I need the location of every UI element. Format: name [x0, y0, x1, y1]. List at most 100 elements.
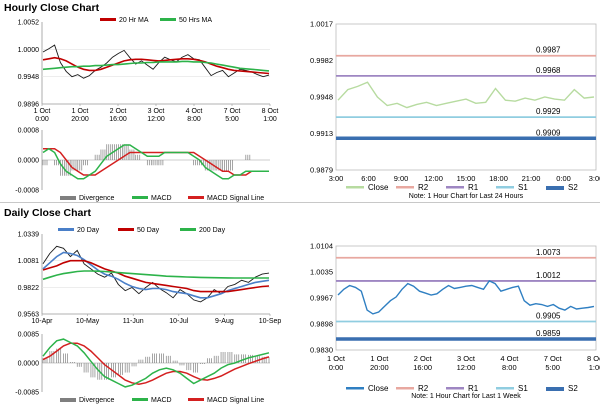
legend-divergence-label: Divergence: [79, 397, 115, 404]
legend-r1-swatch: [446, 387, 464, 390]
legend-close-swatch: [346, 186, 364, 189]
plot-area: [335, 23, 597, 171]
x-tick-label: 18:00: [489, 174, 508, 183]
x-tick-label: 3 Oct: [148, 108, 165, 115]
x-tick-label: 12:00: [424, 174, 443, 183]
legend-s2-label: S2: [568, 384, 578, 393]
hourly-section-title: Hourly Close Chart: [4, 2, 100, 14]
legend-s2-swatch: [546, 186, 564, 190]
series-close: [337, 81, 595, 109]
legend-day50-swatch: [118, 228, 134, 231]
y-tick-label: 0.9948: [310, 93, 333, 102]
y-tick-label: 1.0081: [18, 258, 40, 265]
legend-r2-swatch: [396, 387, 414, 390]
y-tick-label: 1.0000: [18, 47, 40, 54]
x-tick-label: 1 Oct: [34, 108, 51, 115]
series-signal: [42, 342, 270, 385]
series-day50: [42, 259, 270, 293]
legend-r2-label: R2: [418, 183, 429, 192]
legend-macd-label: MACD: [151, 397, 172, 404]
legend-signal-swatch: [188, 196, 204, 199]
legend-r2-label: R2: [418, 384, 429, 393]
legend-s2-label: S2: [568, 183, 578, 192]
x-tick-label: 0:00: [35, 116, 49, 122]
series-day20: [42, 251, 270, 299]
hourly-levels-chart: 1.0017 0.9982 0.9948 0.9913 0.9879 3:00 6:00 9:…: [296, 20, 600, 202]
section-divider: [0, 202, 600, 203]
y-tick-label: 0.9948: [18, 74, 40, 81]
y-tick-label: 1.0339: [18, 232, 40, 239]
legend-r1-label: R1: [468, 183, 479, 192]
series-macd: [42, 144, 269, 180]
legend-ma20-swatch: [100, 18, 116, 21]
x-tick-label: 10-Apr: [31, 318, 53, 325]
x-tick-label: 6:00: [361, 174, 376, 183]
x-tick-label: 20:00: [71, 116, 89, 122]
y-tick-label: 0.0000: [18, 361, 40, 368]
legend-signal-label: MACD Signal Line: [207, 397, 264, 404]
x-tick-label: 2 Oct: [110, 108, 127, 115]
y-tick-label: 0.9879: [310, 166, 333, 175]
legend-s1-label: S1: [518, 384, 528, 393]
level-label-s2: 0.9859: [536, 329, 561, 338]
y-tick-label: 0.9563: [18, 312, 40, 319]
series-ma20: [42, 56, 270, 75]
legend-close-swatch: [346, 387, 364, 390]
legend-r1-label: R1: [468, 384, 479, 393]
y-tick-label: 1.0104: [310, 242, 333, 251]
legend-s1-swatch: [496, 186, 514, 189]
y-tick-label: 0.9896: [18, 102, 40, 109]
legend-day20-label: 20 Day: [77, 227, 100, 234]
x-tick-label: 3 Oct: [457, 354, 476, 363]
chart-note: Note: 1 Hour Chart for Last 24 Hours: [409, 193, 524, 200]
legend-s1-label: S1: [518, 183, 528, 192]
series-ma50: [42, 60, 270, 72]
y-tick-label: 1.0052: [18, 20, 40, 27]
level-label-r2: 0.9987: [536, 46, 561, 55]
level-label-r1: 0.9968: [536, 66, 561, 75]
y-tick-label: 0.9967: [310, 294, 333, 303]
x-tick-label: 3:00: [589, 174, 600, 183]
x-tick-label: 11-Jun: [123, 318, 144, 325]
x-tick-label: 21:00: [522, 174, 541, 183]
legend-day200-label: 200 Day: [199, 227, 226, 234]
x-tick-label: 8 Oct: [587, 354, 600, 363]
x-tick-label: 10-Jul: [169, 318, 189, 325]
y-tick-label: 0.9830: [310, 346, 333, 355]
legend-macd-label: MACD: [151, 195, 172, 202]
legend-divergence-swatch: [60, 196, 76, 200]
chart-note: Note: 1 Hour Chart for Last 1 Week: [411, 393, 521, 400]
legend-macd-swatch: [132, 196, 148, 199]
legend-r1-swatch: [446, 186, 464, 189]
y-tick-label: 0.0000: [18, 158, 40, 165]
series-signal: [43, 148, 269, 176]
x-tick-label: 0:00: [556, 174, 571, 183]
x-tick-label: 5:00: [545, 363, 560, 372]
legend-ma50-label: 50 Hrs MA: [179, 17, 212, 24]
daily-levels-chart: 1.0104 1.0035 0.9967 0.9898 0.9830 1 Oct 0:00 1…: [296, 232, 600, 412]
y-tick-label: 1.0017: [310, 20, 333, 29]
daily-price-chart: 1.0339 1.0081 0.9822 0.9563 10-Apr 10-May 11-J…: [0, 226, 290, 330]
series-day200: [42, 270, 269, 281]
x-tick-label: 8 Oct: [262, 108, 279, 115]
legend-ma50-swatch: [160, 18, 176, 21]
y-tick-label: 0.9898: [310, 320, 333, 329]
legend-s1-swatch: [496, 387, 514, 390]
x-tick-label: 0:00: [329, 363, 344, 372]
x-tick-label: 4 Oct: [500, 354, 519, 363]
x-tick-label: 7 Oct: [544, 354, 563, 363]
hourly-price-chart: 1.0052 1.0000 0.9948 0.9896 1 Oct 0:00 1 Oct 20…: [0, 16, 290, 123]
x-tick-label: 1:00: [589, 363, 600, 372]
daily-macd-chart: 0.0085 0.0000 -0.0085 Divergence MACD MACD Si…: [0, 330, 290, 411]
level-label-s1: 0.9929: [536, 107, 561, 116]
legend-macd-swatch: [132, 398, 148, 401]
plot-area: [335, 245, 597, 351]
legend-divergence-swatch: [60, 398, 76, 402]
y-tick-label: -0.0085: [15, 390, 39, 397]
legend-divergence-label: Divergence: [79, 195, 115, 202]
legend-day200-swatch: [180, 228, 196, 231]
x-tick-label: 12:00: [457, 363, 476, 372]
y-tick-label: 0.9982: [310, 56, 333, 65]
x-tick-label: 1 Oct: [327, 354, 346, 363]
x-tick-label: 15:00: [457, 174, 476, 183]
